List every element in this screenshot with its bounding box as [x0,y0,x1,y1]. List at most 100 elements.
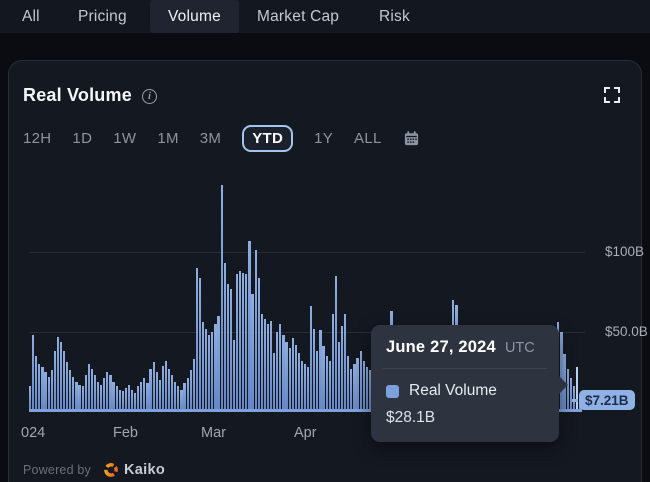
bar[interactable] [143,378,146,412]
bar[interactable] [223,263,226,412]
tab-market-cap[interactable]: Market Cap [257,8,340,25]
bar[interactable] [291,338,294,412]
bar[interactable] [328,360,331,412]
bar[interactable] [146,383,149,412]
bar[interactable] [341,325,344,412]
tab-all[interactable]: All [22,8,40,25]
bar[interactable] [232,340,236,412]
bar[interactable] [93,375,97,412]
bar[interactable] [78,384,81,412]
bar[interactable] [66,362,69,412]
bar[interactable] [248,240,251,412]
range-12h[interactable]: 12H [23,130,52,147]
bar[interactable] [356,357,359,412]
bar[interactable] [134,392,137,412]
bar[interactable] [251,293,254,412]
bar[interactable] [149,368,152,412]
bar[interactable] [334,276,338,412]
bar[interactable] [177,386,180,412]
bar[interactable] [35,356,38,412]
bar[interactable] [62,351,66,412]
tab-pricing[interactable]: Pricing [78,8,127,25]
bar[interactable] [347,356,350,412]
bar[interactable] [288,348,291,412]
bar[interactable] [127,384,131,412]
bar[interactable] [269,320,273,412]
bar[interactable] [81,386,84,412]
bar[interactable] [322,346,325,412]
bar[interactable] [53,351,56,412]
bar[interactable] [161,365,165,412]
bar[interactable] [155,372,158,412]
fullscreen-icon[interactable] [604,87,620,103]
bar[interactable] [75,381,78,412]
bar[interactable] [245,274,248,412]
bar[interactable] [569,378,572,412]
bar-highlighted[interactable] [575,367,578,412]
bar[interactable] [121,391,124,412]
range-1y[interactable]: 1Y [314,130,334,147]
bar[interactable] [350,368,353,412]
bar[interactable] [189,370,192,412]
bar[interactable] [214,324,217,412]
bar[interactable] [44,372,47,412]
bar[interactable] [59,341,63,412]
bar[interactable] [168,368,171,412]
bar[interactable] [282,335,285,412]
bar[interactable] [72,376,75,412]
bar[interactable] [112,381,115,412]
bar[interactable] [195,268,199,412]
bar[interactable] [303,364,307,412]
bar[interactable] [362,360,365,412]
bar[interactable] [174,381,177,412]
bar[interactable] [242,272,245,412]
bar[interactable] [103,378,106,412]
bar[interactable] [140,381,143,412]
bar[interactable] [202,322,205,412]
bar[interactable] [229,288,232,412]
bar[interactable] [171,375,174,412]
bar[interactable] [192,359,195,412]
range-1d[interactable]: 1D [72,130,93,147]
bar[interactable] [279,324,282,412]
bar[interactable] [359,351,362,412]
bar[interactable] [217,316,220,412]
bar[interactable] [164,360,168,412]
bar[interactable] [260,314,263,412]
bar[interactable] [152,362,155,412]
bar[interactable] [109,375,112,412]
bar[interactable] [235,274,239,412]
bar[interactable] [307,367,310,412]
bar[interactable] [118,389,121,412]
bar[interactable] [205,328,208,412]
bar[interactable] [186,378,189,412]
bar[interactable] [226,284,229,412]
bar[interactable] [158,380,161,412]
bar[interactable] [344,314,347,412]
bar[interactable] [41,367,44,412]
bar[interactable] [84,375,87,412]
info-icon[interactable]: i [142,89,157,104]
bar[interactable] [208,335,211,412]
bar[interactable] [297,352,300,412]
range-1w[interactable]: 1W [113,130,137,147]
bar[interactable] [239,271,242,412]
tab-risk[interactable]: Risk [379,8,410,25]
bar[interactable] [100,384,103,412]
bar[interactable] [266,324,270,412]
range-1m[interactable]: 1M [157,130,179,147]
bar[interactable] [337,341,341,412]
bar[interactable] [211,332,214,412]
bar[interactable] [300,360,304,412]
bar[interactable] [365,367,368,412]
bar[interactable] [96,381,100,412]
bar[interactable] [353,364,356,412]
bar[interactable] [183,383,186,412]
bar[interactable] [220,184,223,412]
bar[interactable] [285,341,288,412]
bar[interactable] [276,332,279,412]
bar[interactable] [316,351,319,412]
bar[interactable] [38,364,41,412]
bar[interactable] [273,352,276,412]
bar[interactable] [137,386,140,412]
